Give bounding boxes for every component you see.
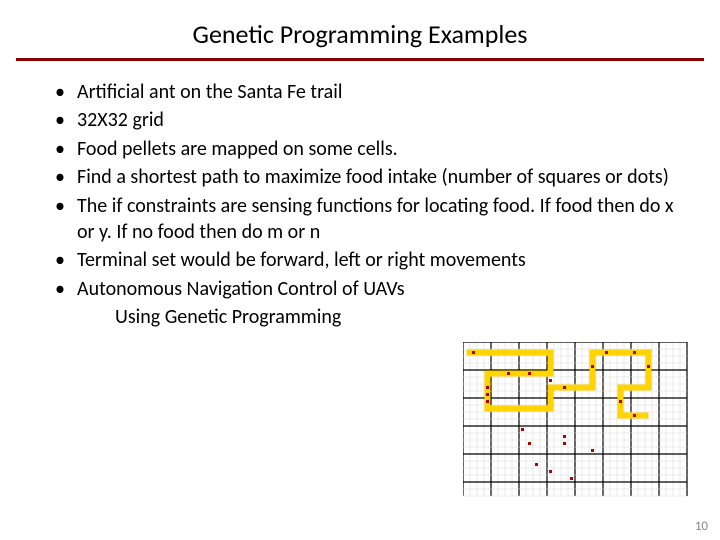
bullet-list: Artificial ant on the Santa Fe trail 32X… — [55, 79, 690, 302]
bullet-item: Find a shortest path to maximize food in… — [55, 164, 690, 190]
bullet-item: Artificial ant on the Santa Fe trail — [55, 79, 690, 105]
bullet-item: 32X32 grid — [55, 107, 690, 133]
santa-fe-grid-figure — [463, 342, 698, 512]
bullet-item: Autonomous Navigation Control of UAVs — [55, 276, 690, 302]
content-area: Artificial ant on the Santa Fe trail 32X… — [0, 61, 720, 331]
bullet-item: Terminal set would be forward, left or r… — [55, 247, 690, 273]
page-number: 10 — [695, 519, 708, 534]
bullet-item: Food pellets are mapped on some cells. — [55, 136, 690, 162]
bullet-item: The if constraints are sensing functions… — [55, 193, 690, 246]
bullet-continuation: Using Genetic Programming — [55, 304, 690, 330]
slide-title: Genetic Programming Examples — [0, 0, 720, 58]
